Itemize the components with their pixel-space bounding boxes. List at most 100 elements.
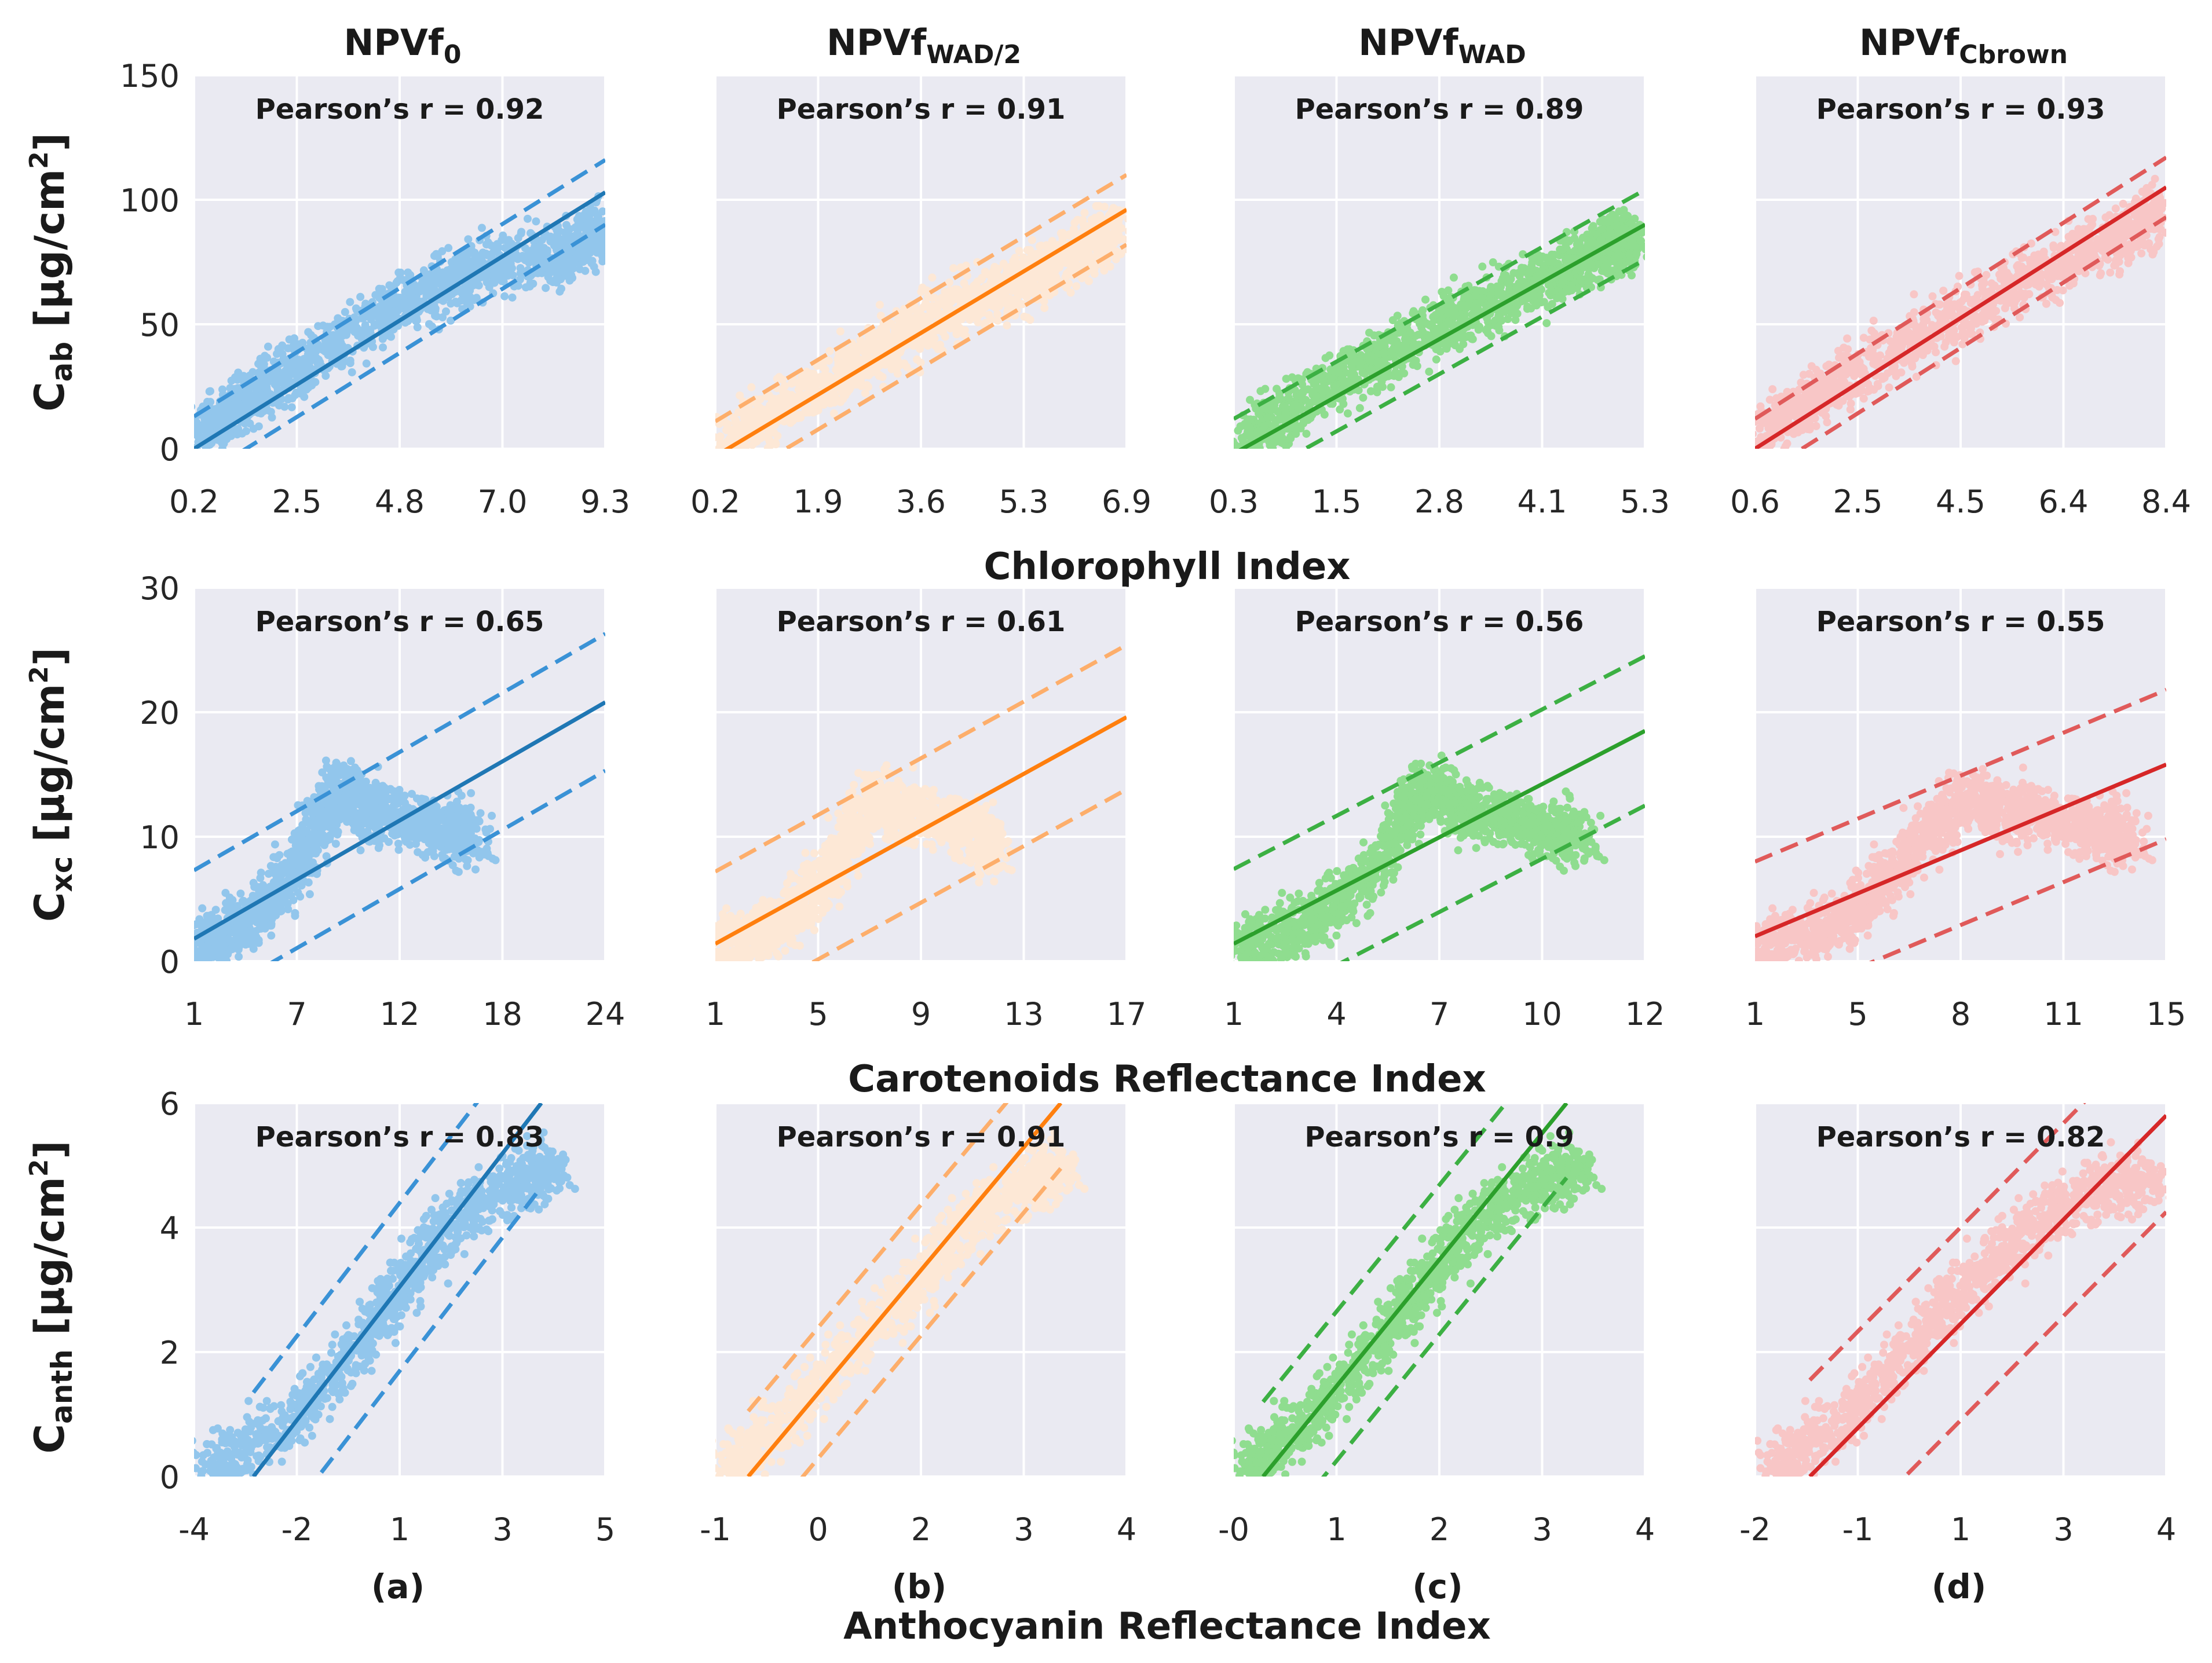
scatter-point [829,409,838,418]
x-tick-label: 2.8 [1414,483,1464,520]
scatter-point [1451,341,1460,350]
scatter-point [1281,411,1290,419]
scatter-point [1312,377,1321,386]
scatter-point [1436,308,1445,317]
scatter-point [463,247,472,256]
x-tick-label: 4.1 [1518,483,1567,520]
scatter-point [1497,283,1505,291]
scatter-point [348,368,356,376]
scatter-point [1011,254,1019,262]
scatter-point [533,269,542,277]
panel-label-a: (a) [371,1567,425,1606]
scatter-point [1489,258,1497,267]
scatter-point [1015,290,1023,298]
scatter-point [902,362,911,371]
pearson-annotation: Pearson’s r = 0.92 [255,93,544,126]
scatter-point [1304,385,1312,394]
scatter-point [588,207,597,216]
scatter-point [1572,265,1581,274]
scatter-point [321,372,330,380]
scatter-point [1015,247,1023,255]
scatter-point [958,310,967,318]
scatter-point [1606,229,1614,237]
scatter-point [378,335,387,343]
scatter-point [1565,237,1574,246]
scatter-point [461,282,470,291]
scatter-point [394,268,403,277]
scatter-point [438,313,447,322]
scatter-point [1036,242,1044,251]
scatter-point [1611,214,1619,223]
regression-line [723,208,1127,449]
scatter-point [517,229,525,238]
scatter-point [1090,269,1099,278]
scatter-point [1124,228,1127,235]
scatter-point [1380,349,1388,357]
scatter-point [1494,323,1503,331]
scatter-point [1432,345,1440,354]
scatter-point [493,240,502,248]
scatter-point [285,335,294,344]
scatter-point [722,419,731,428]
scatter-point [1343,345,1352,354]
scatter-point [433,274,441,283]
scatter-point [1365,356,1374,365]
scatter-point [908,314,916,323]
scatter-point [1478,262,1487,271]
scatter-point [1026,316,1034,324]
scatter-layer [715,173,1127,449]
scatter-point [1349,350,1358,359]
scatter-point [1066,257,1074,265]
scatter-point [1626,219,1635,228]
scatter-point [1045,291,1054,300]
scatter-point [1409,309,1417,317]
scatter-point [431,306,440,315]
scatter-point [330,338,339,347]
scatter-point [1500,270,1508,279]
scatter-point [737,425,746,434]
scatter-point [1507,274,1515,283]
scatter-point [1450,304,1459,313]
scatter-point [580,240,588,249]
scatter-point [885,334,894,343]
scatter-point [341,307,349,316]
scatter-point [970,312,978,321]
x-tick-label: 0.3 [1209,483,1259,520]
scatter-point [1390,337,1399,346]
scatter-point [1522,294,1531,303]
scatter-point [748,441,756,449]
scatter-point [407,297,416,306]
scatter-point [1487,332,1496,340]
panel-0-3: Pearson’s r = 0.930.6 2.5 4.5 6.4 8.4 [1730,74,2191,520]
scatter-point [952,329,961,338]
scatter-point [1076,243,1085,251]
scatter-point [733,431,741,439]
scatter-point [825,347,834,356]
scatter-point [1548,250,1556,259]
scatter-point [379,343,387,351]
scatter-point [412,313,421,322]
scatter-point [742,420,751,428]
scatter-point [1546,287,1555,296]
scatter-point [280,402,289,411]
scatter-point [1054,255,1062,264]
scatter-point [1568,254,1577,263]
scatter-point [1030,274,1039,283]
scatter-point [805,408,813,417]
scatter-point [432,250,441,258]
row-ylabel-1: Cxc [µg/cm2] [24,647,79,922]
scatter-point [387,283,396,292]
scatter-point [1599,255,1608,263]
scatter-point [203,398,212,406]
scatter-point [916,358,925,367]
scatter-point [1320,410,1329,419]
scatter-point [601,242,605,251]
scatter-point [1337,374,1346,383]
scatter-point [1301,395,1310,404]
scatter-point [1275,395,1284,404]
row-ylabel-2: Canth [µg/cm2] [24,1141,79,1454]
scatter-point [1268,422,1277,431]
scatter-point [726,435,735,444]
scatter-point [334,314,342,323]
y-tick-label: 0 [160,431,180,468]
